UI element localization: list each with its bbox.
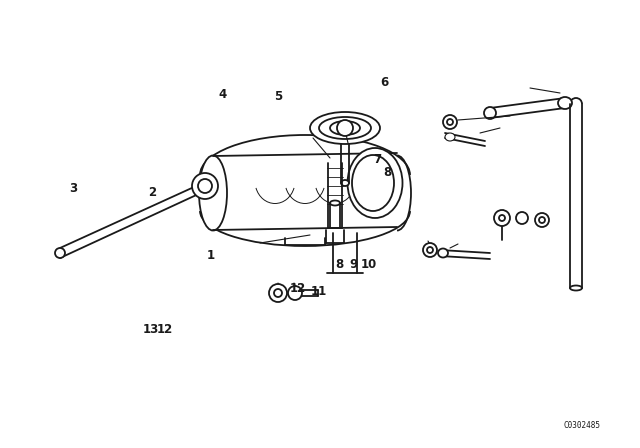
Ellipse shape (319, 117, 371, 139)
Circle shape (423, 243, 437, 257)
Circle shape (443, 115, 457, 129)
Ellipse shape (570, 285, 582, 290)
Circle shape (494, 210, 510, 226)
Text: 4: 4 (219, 87, 227, 101)
Text: 12: 12 (157, 323, 173, 336)
Text: C0302485: C0302485 (563, 421, 600, 430)
Ellipse shape (348, 148, 403, 218)
Circle shape (535, 213, 549, 227)
Text: 3: 3 (70, 181, 77, 195)
Ellipse shape (199, 155, 227, 231)
Ellipse shape (352, 155, 394, 211)
Circle shape (427, 247, 433, 253)
Ellipse shape (484, 107, 496, 119)
Ellipse shape (558, 97, 572, 109)
Circle shape (499, 215, 505, 221)
Text: 6: 6 (380, 76, 388, 90)
Circle shape (288, 286, 302, 300)
Text: 13: 13 (142, 323, 159, 336)
Text: 8: 8 (383, 166, 391, 179)
Text: 10: 10 (360, 258, 377, 271)
Text: 5: 5 (275, 90, 282, 103)
Circle shape (192, 173, 218, 199)
Ellipse shape (330, 121, 360, 135)
Ellipse shape (55, 248, 65, 258)
Text: 1: 1 (207, 249, 215, 262)
Circle shape (274, 289, 282, 297)
Text: 7: 7 (374, 152, 381, 166)
Text: 11: 11 (310, 284, 327, 298)
Circle shape (337, 120, 353, 136)
Text: 9: 9 (350, 258, 358, 271)
Ellipse shape (310, 112, 380, 144)
Ellipse shape (341, 180, 349, 186)
Text: 2: 2 (148, 186, 156, 199)
Circle shape (198, 179, 212, 193)
Circle shape (516, 212, 528, 224)
Circle shape (539, 217, 545, 223)
Circle shape (269, 284, 287, 302)
Ellipse shape (330, 201, 340, 206)
Text: 8: 8 (335, 258, 343, 271)
Ellipse shape (445, 133, 455, 141)
Text: 12: 12 (289, 282, 306, 296)
Ellipse shape (438, 249, 448, 258)
Circle shape (447, 119, 453, 125)
